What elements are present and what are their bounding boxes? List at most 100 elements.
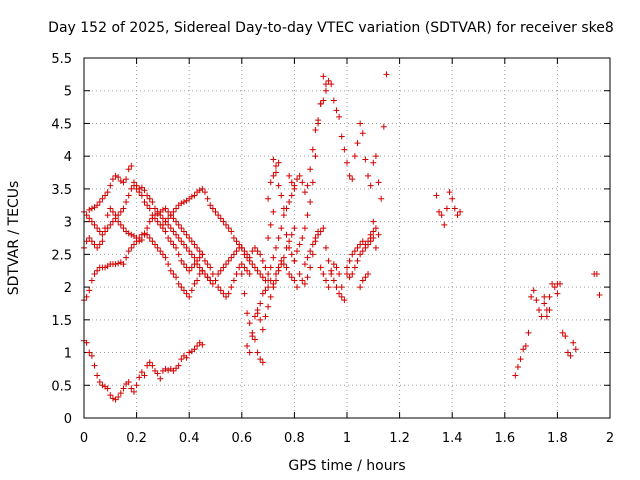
data-point-plus-marker bbox=[246, 320, 253, 327]
data-point-plus-marker bbox=[212, 208, 219, 215]
data-point-plus-marker bbox=[141, 231, 148, 238]
data-point-plus-marker bbox=[228, 284, 235, 291]
data-point-plus-marker bbox=[535, 307, 542, 313]
data-point-plus-marker bbox=[244, 267, 251, 274]
data-point-plus-marker bbox=[94, 244, 101, 251]
x-tick-label: 0 bbox=[80, 431, 88, 446]
data-point-plus-marker bbox=[307, 264, 314, 271]
data-point-plus-marker bbox=[320, 225, 327, 232]
data-point-plus-marker bbox=[359, 277, 366, 284]
y-tick-label: 2.5 bbox=[51, 248, 72, 263]
data-point-plus-marker bbox=[262, 287, 269, 294]
series-cluster-135 bbox=[433, 189, 464, 228]
data-point-plus-marker bbox=[178, 356, 185, 363]
data-point-plus-marker bbox=[296, 271, 303, 277]
data-point-plus-marker bbox=[270, 156, 277, 163]
data-point-plus-marker bbox=[236, 241, 243, 248]
data-point-plus-marker bbox=[446, 189, 453, 196]
data-point-plus-marker bbox=[341, 297, 348, 304]
data-point-plus-marker bbox=[304, 254, 311, 261]
data-point-plus-marker bbox=[159, 221, 166, 228]
data-point-plus-marker bbox=[338, 133, 345, 140]
data-point-plus-marker bbox=[120, 225, 127, 232]
data-point-plus-marker bbox=[86, 206, 93, 213]
data-point-plus-marker bbox=[257, 316, 264, 323]
data-point-plus-marker bbox=[554, 280, 561, 287]
data-point-plus-marker bbox=[102, 192, 109, 199]
data-point-plus-marker bbox=[304, 182, 311, 189]
data-point-plus-marker bbox=[312, 127, 319, 133]
data-point-plus-marker bbox=[162, 228, 169, 235]
data-point-plus-marker bbox=[541, 293, 548, 300]
data-point-plus-marker bbox=[551, 284, 558, 291]
data-point-plus-marker bbox=[128, 163, 135, 169]
data-point-plus-marker bbox=[349, 176, 356, 183]
data-point-plus-marker bbox=[572, 346, 579, 353]
data-point-plus-marker bbox=[157, 248, 164, 255]
series-arc-low-rising bbox=[81, 337, 206, 403]
data-point-plus-marker bbox=[204, 274, 211, 281]
data-point-plus-marker bbox=[173, 231, 180, 238]
data-point-plus-marker bbox=[99, 238, 106, 245]
data-point-plus-marker bbox=[370, 228, 377, 235]
data-point-plus-marker bbox=[291, 257, 298, 264]
data-point-plus-marker bbox=[251, 313, 258, 320]
data-point-plus-marker bbox=[362, 274, 369, 281]
data-point-plus-marker bbox=[220, 290, 227, 297]
data-point-plus-marker bbox=[570, 339, 577, 346]
data-point-plus-marker bbox=[344, 271, 350, 277]
data-point-plus-marker bbox=[183, 264, 190, 271]
data-point-plus-marker bbox=[283, 244, 290, 251]
data-point-plus-marker bbox=[173, 365, 180, 372]
data-point-plus-marker bbox=[322, 244, 329, 251]
data-point-plus-marker bbox=[178, 284, 185, 291]
data-point-plus-marker bbox=[120, 205, 127, 212]
data-point-plus-marker bbox=[265, 235, 272, 241]
data-point-plus-marker bbox=[543, 313, 550, 320]
series-scatter-060-080 bbox=[238, 156, 301, 366]
data-point-plus-marker bbox=[296, 241, 303, 248]
data-point-plus-marker bbox=[272, 277, 279, 284]
data-point-plus-marker bbox=[191, 254, 198, 261]
data-point-plus-marker bbox=[188, 193, 195, 200]
data-point-plus-marker bbox=[199, 267, 206, 274]
data-point-plus-marker bbox=[265, 271, 272, 277]
data-point-plus-marker bbox=[107, 182, 114, 189]
data-point-plus-marker bbox=[94, 372, 101, 379]
data-point-plus-marker bbox=[138, 236, 145, 243]
data-point-plus-marker bbox=[564, 349, 571, 356]
data-point-plus-marker bbox=[291, 225, 298, 232]
y-tick-label: 2 bbox=[64, 281, 72, 296]
data-point-plus-marker bbox=[115, 218, 122, 225]
data-point-plus-marker bbox=[330, 97, 337, 104]
data-point-plus-marker bbox=[201, 271, 208, 277]
data-point-plus-marker bbox=[115, 394, 122, 401]
series-scatter-080-100 bbox=[286, 73, 356, 304]
data-point-plus-marker bbox=[91, 221, 98, 228]
data-point-plus-marker bbox=[246, 349, 253, 356]
data-point-plus-marker bbox=[204, 195, 211, 202]
data-point-plus-marker bbox=[370, 159, 377, 166]
data-point-plus-marker bbox=[344, 159, 350, 166]
data-point-plus-marker bbox=[315, 120, 322, 127]
data-point-plus-marker bbox=[541, 300, 548, 307]
data-point-plus-marker bbox=[259, 326, 266, 333]
data-point-plus-marker bbox=[91, 271, 98, 277]
data-point-plus-marker bbox=[278, 192, 285, 199]
data-point-plus-marker bbox=[270, 208, 277, 215]
data-point-plus-marker bbox=[175, 280, 182, 287]
data-point-plus-marker bbox=[338, 284, 345, 291]
data-point-plus-marker bbox=[517, 356, 524, 363]
y-axis-label: SDTVAR / TECUs bbox=[6, 181, 22, 296]
data-point-plus-marker bbox=[309, 146, 316, 153]
data-point-plus-marker bbox=[123, 176, 130, 183]
data-point-plus-marker bbox=[117, 221, 124, 228]
x-tick-label: 0.4 bbox=[179, 431, 200, 446]
data-point-plus-marker bbox=[238, 261, 245, 268]
series-arc-upper-c bbox=[81, 205, 253, 300]
data-point-plus-marker bbox=[359, 130, 366, 137]
data-point-plus-marker bbox=[180, 199, 187, 205]
data-point-plus-marker bbox=[230, 277, 237, 284]
data-point-plus-marker bbox=[294, 248, 301, 255]
data-point-plus-marker bbox=[162, 205, 169, 212]
